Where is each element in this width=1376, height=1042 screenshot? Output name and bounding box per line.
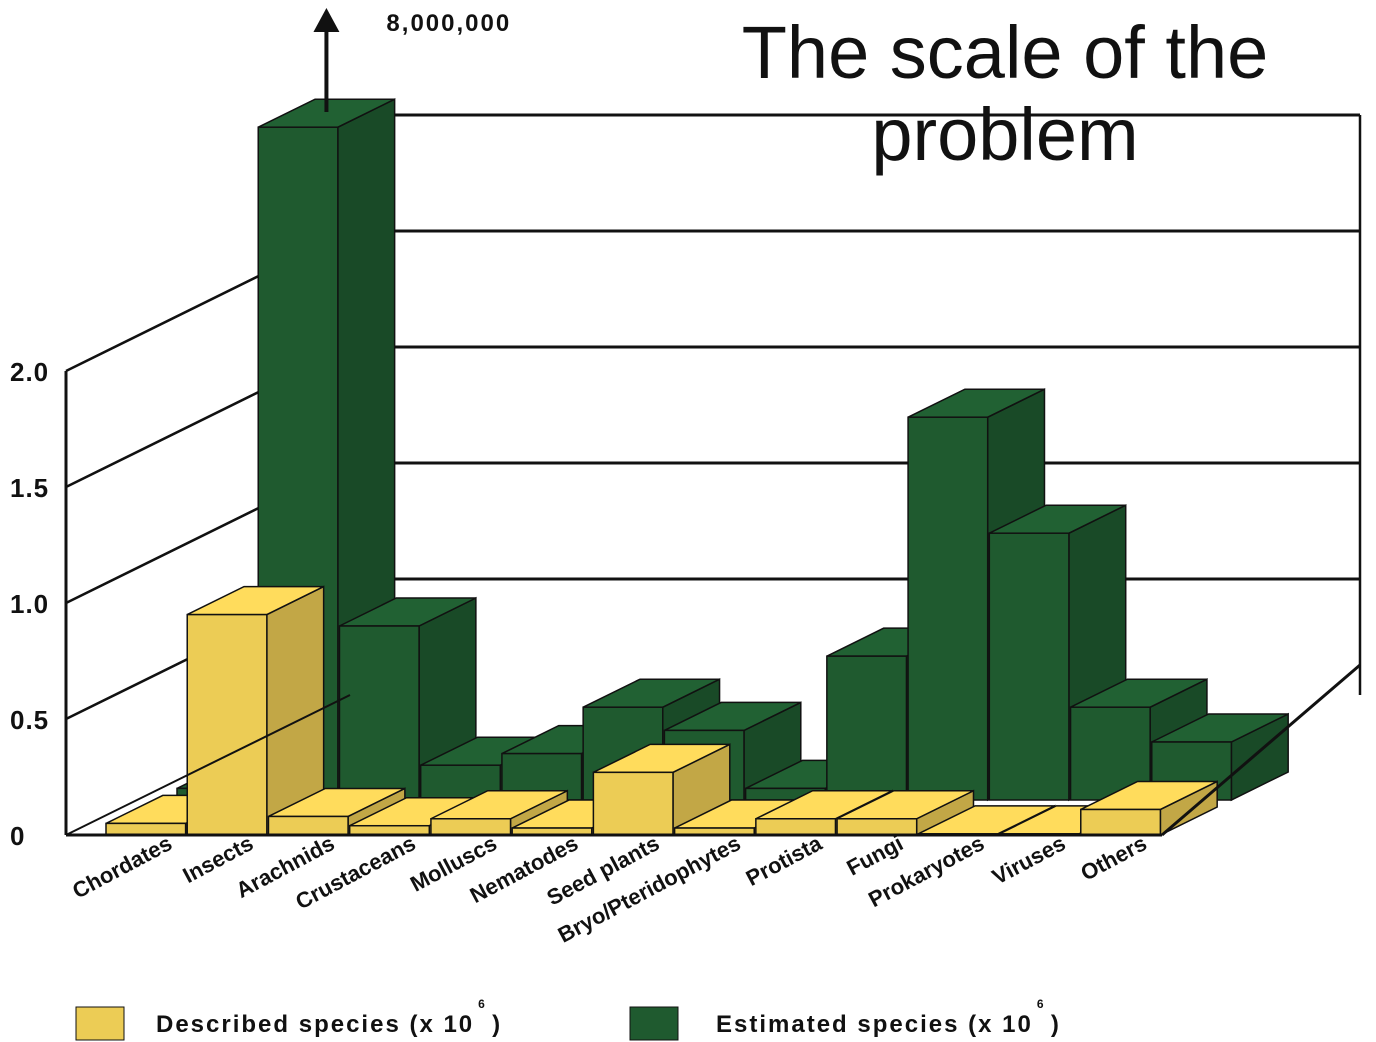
- category-label-viruses: Viruses: [988, 830, 1070, 889]
- bar-described-fungi-front: [836, 818, 918, 836]
- chart-legend: Described species (x 10 6) Estimated speci…: [75, 997, 1061, 1041]
- category-label-protista: Protista: [742, 830, 827, 891]
- annotation-arrow-head: [313, 8, 340, 32]
- overflow-annotation: 8,000,000: [313, 8, 511, 112]
- y-tick-label: 1.0: [10, 589, 49, 619]
- category-label-chordates: Chordates: [68, 830, 176, 903]
- y-tick-label: 0.5: [10, 705, 49, 735]
- bar-estimated-arachnids-front: [338, 625, 420, 801]
- legend-suffix: ): [492, 1011, 502, 1038]
- bar-described-protista-front: [755, 818, 837, 836]
- legend-suffix: ): [1051, 1011, 1061, 1038]
- floor-right-edge: [1161, 663, 1361, 837]
- bar-described-arachnids-front: [267, 815, 349, 836]
- bar-estimated-prokaryotes-front: [988, 532, 1070, 801]
- legend-label-estimated: Estimated species (x 10: [716, 1011, 1033, 1038]
- bar-described-chordates-front: [105, 822, 187, 836]
- y-tick-label: 2.0: [10, 357, 49, 387]
- bar-described-insects-front: [186, 613, 268, 836]
- chart-floor: [65, 663, 1361, 837]
- legend-exponent: 6: [478, 997, 485, 1011]
- y-tick-label: 0: [10, 821, 25, 851]
- bar-estimated-fungi-front: [907, 416, 989, 801]
- bar-described-others-front: [1080, 808, 1162, 836]
- bar-described-seed-plants-front: [592, 771, 674, 836]
- legend-exponent: 6: [1037, 997, 1044, 1011]
- y-axis: 0 0.5 1.0 1.5 2.0: [10, 357, 49, 851]
- bar-described-fungi: [836, 789, 975, 837]
- chart-title-line: problem: [871, 93, 1138, 176]
- bar-estimated-protista-front: [826, 655, 908, 801]
- y-tick-label: 1.5: [10, 473, 49, 503]
- legend-swatch-described: [75, 1006, 125, 1041]
- legend-label-described: Described species (x 10: [156, 1011, 474, 1038]
- bar-described-molluscs-front: [430, 818, 512, 836]
- bar-described-insects: [186, 585, 325, 837]
- floor-left-edge: [65, 694, 351, 836]
- chart-bars: [105, 97, 1289, 837]
- category-label-others: Others: [1076, 830, 1150, 885]
- annotation-label: 8,000,000: [386, 10, 511, 37]
- x-axis: Chordates InsectsArachnidsCrustaceansMoll…: [68, 830, 1151, 948]
- chart-title-line: The scale of the: [742, 11, 1269, 94]
- legend-swatch-estimated: [629, 1006, 679, 1041]
